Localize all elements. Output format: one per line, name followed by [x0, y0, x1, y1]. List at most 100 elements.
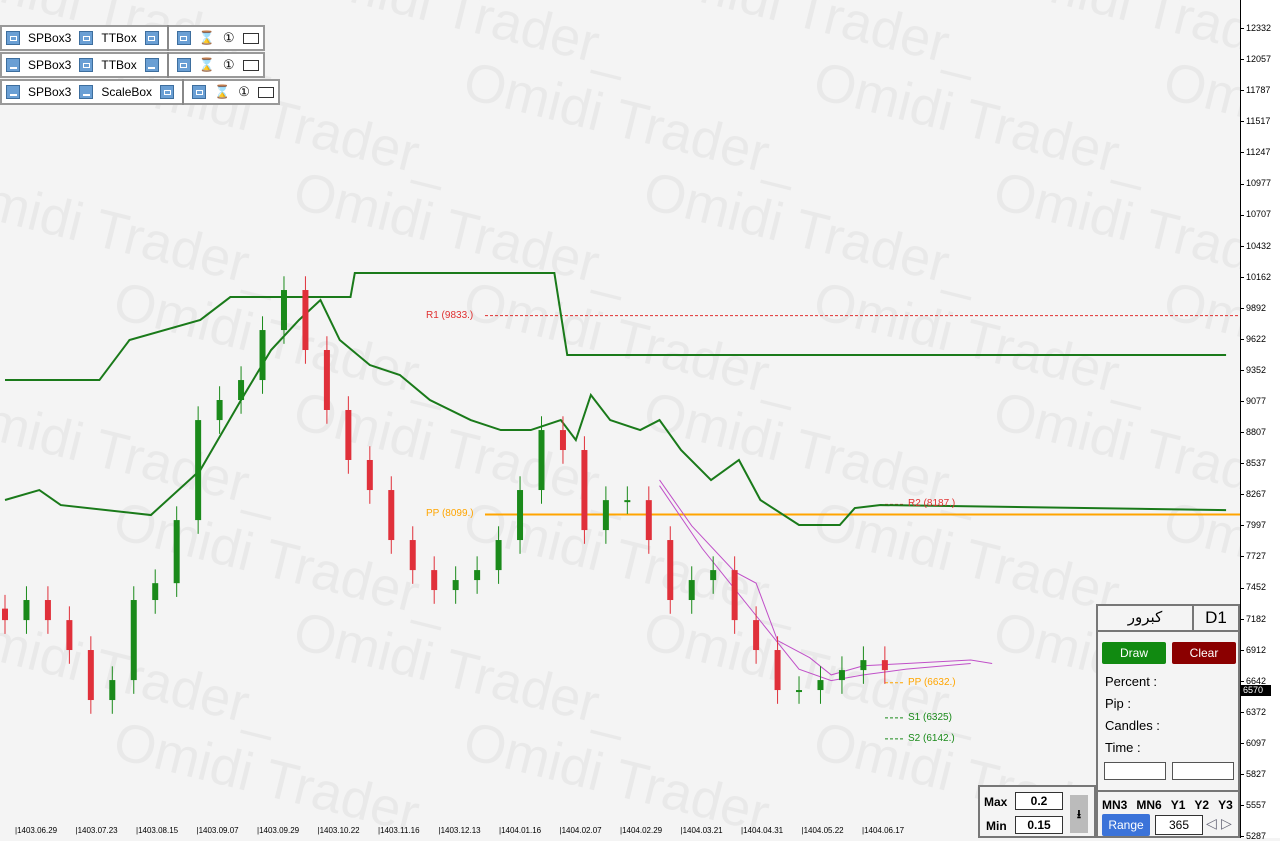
- price-tick: 6912: [1241, 645, 1266, 655]
- candle: [173, 520, 180, 584]
- clear-button[interactable]: Clear: [1172, 642, 1236, 664]
- number-one-icon[interactable]: ①: [222, 57, 235, 72]
- date-tick: |1403.09.07: [196, 826, 239, 835]
- number-one-icon[interactable]: ①: [238, 84, 250, 99]
- price-chart[interactable]: [0, 0, 1240, 838]
- candle: [409, 540, 416, 571]
- start-time-input[interactable]: [1104, 762, 1166, 780]
- timeframe-mn3[interactable]: MN3: [1102, 798, 1128, 812]
- price-tick: 11247: [1241, 147, 1270, 157]
- price-tick: 7182: [1241, 614, 1266, 624]
- timeframe-y2[interactable]: Y2: [1194, 798, 1210, 812]
- percent-label: Percent :: [1105, 674, 1158, 689]
- range-panel: کبرور D1 Draw Clear Percent : Pip : Cand…: [1096, 604, 1240, 838]
- date-tick: |1403.10.22: [317, 826, 360, 835]
- price-tick: 9622: [1241, 334, 1266, 344]
- price-axis[interactable]: 12332 12057 11787 11517 11247 10977 10707 10432…: [1240, 0, 1280, 841]
- candle: [753, 620, 760, 651]
- candle: [87, 650, 94, 701]
- range-button[interactable]: Range: [1102, 814, 1150, 836]
- candle: [838, 670, 845, 681]
- date-tick: |1403.06.29: [15, 826, 58, 835]
- symbol-label: کبرور: [1098, 606, 1194, 630]
- date-tick: |1403.08.15: [136, 826, 179, 835]
- max-input[interactable]: 0.2: [1015, 792, 1063, 810]
- box-label[interactable]: TTBox: [101, 31, 137, 45]
- candle: [495, 540, 502, 571]
- candle: [452, 580, 459, 591]
- box-label[interactable]: ScaleBox: [101, 85, 153, 99]
- hourglass-icon[interactable]: ⌛: [198, 57, 215, 72]
- number-one-icon[interactable]: ①: [222, 30, 235, 45]
- timeframe-mn6[interactable]: MN6: [1136, 798, 1162, 812]
- timeframe-y3[interactable]: Y3: [1218, 798, 1233, 812]
- price-tick: 9892: [1241, 303, 1266, 313]
- window-toggle-icon[interactable]: [160, 85, 175, 99]
- price-tick: 10977: [1241, 178, 1271, 188]
- timeframe-label[interactable]: D1: [1205, 608, 1227, 627]
- window-toggle-icon[interactable]: [176, 31, 191, 45]
- min-input[interactable]: 0.15: [1015, 816, 1063, 834]
- date-tick: |1404.06.17: [862, 826, 905, 835]
- prev-arrow-icon[interactable]: ◁: [1206, 815, 1217, 831]
- candle: [474, 570, 481, 581]
- window-toggle-icon[interactable]: [6, 58, 20, 72]
- candle: [302, 290, 309, 351]
- candle: [152, 583, 159, 601]
- candle: [860, 660, 867, 671]
- candle: [66, 620, 73, 651]
- price-tick: 11787: [1241, 85, 1270, 95]
- range-input[interactable]: 365: [1155, 815, 1203, 835]
- window-toggle-icon[interactable]: [144, 58, 159, 72]
- divider: [182, 79, 185, 105]
- level-label-pp_main: PP (8099.): [426, 508, 474, 520]
- window-toggle-icon[interactable]: [79, 58, 94, 72]
- box-label[interactable]: TTBox: [101, 58, 137, 72]
- candle: [710, 570, 717, 581]
- end-time-input[interactable]: [1172, 762, 1234, 780]
- hourglass-icon[interactable]: ⌛: [214, 84, 231, 99]
- candle: [817, 680, 824, 691]
- window-toggle-icon[interactable]: [6, 31, 20, 45]
- candle: [323, 350, 330, 410]
- folder-icon[interactable]: [242, 32, 259, 44]
- next-arrow-icon[interactable]: ▷: [1221, 815, 1232, 831]
- candle: [538, 430, 545, 491]
- draw-button[interactable]: Draw: [1102, 642, 1166, 664]
- date-tick: |1404.02.07: [559, 826, 602, 835]
- date-tick: |1403.07.23: [75, 826, 118, 835]
- window-toggle-icon[interactable]: [79, 31, 94, 45]
- current-price-label: 6570: [1241, 684, 1271, 696]
- price-tick: 9077: [1241, 396, 1266, 406]
- candle: [517, 490, 524, 541]
- min-label: Min: [986, 819, 1007, 833]
- date-tick: |1404.02.29: [620, 826, 663, 835]
- hourglass-icon[interactable]: ⌛: [198, 30, 215, 45]
- candle: [796, 690, 803, 693]
- price-tick: 8807: [1241, 427, 1266, 437]
- window-toggle-icon[interactable]: [192, 85, 207, 99]
- time-label: Time :: [1105, 740, 1141, 755]
- candle: [731, 570, 738, 621]
- window-toggle-icon[interactable]: [176, 58, 191, 72]
- date-tick: |1403.12.13: [438, 826, 481, 835]
- date-tick: |1404.03.21: [680, 826, 723, 835]
- folder-icon[interactable]: [257, 86, 274, 98]
- price-tick: 6372: [1241, 707, 1266, 717]
- candle: [388, 490, 395, 541]
- window-toggle-icon[interactable]: [79, 85, 94, 99]
- date-tick: |1403.09.29: [257, 826, 300, 835]
- candle: [2, 608, 8, 621]
- sort-button[interactable]: ⭳: [1070, 795, 1088, 833]
- window-toggle-icon[interactable]: [144, 31, 159, 45]
- candle: [345, 409, 352, 460]
- box-label[interactable]: SPBox3: [28, 58, 72, 72]
- pip-label: Pip :: [1105, 696, 1132, 711]
- box-label[interactable]: SPBox3: [28, 85, 72, 99]
- box-label[interactable]: SPBox3: [28, 31, 72, 45]
- folder-icon[interactable]: [242, 59, 259, 71]
- window-toggle-icon[interactable]: [6, 85, 20, 99]
- timeframe-y1[interactable]: Y1: [1170, 798, 1186, 812]
- candle: [688, 580, 695, 601]
- price-tick: 7727: [1241, 551, 1266, 561]
